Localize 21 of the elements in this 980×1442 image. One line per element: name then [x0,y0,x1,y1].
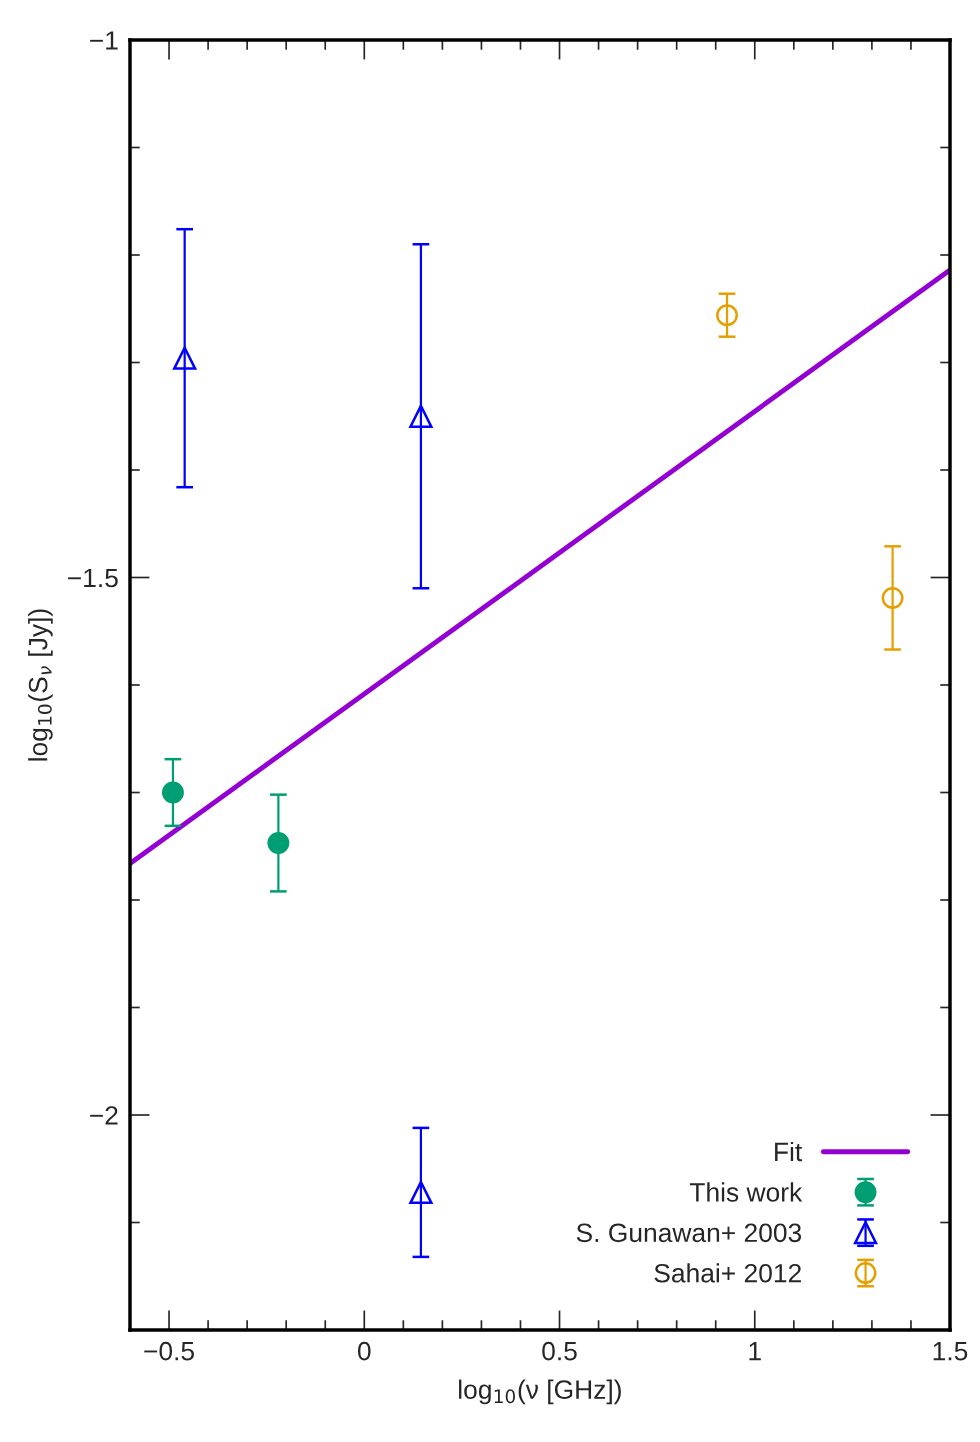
point [173,346,197,370]
point [716,304,739,327]
point [881,586,904,609]
legend-label: This work [689,1182,803,1202]
legend-label: S. Gunawan+ 2003 [576,1223,802,1243]
legend-label: Fit [775,1141,803,1162]
point [409,1180,433,1205]
y-tick-label: −2 [90,1106,118,1125]
x-tick-label: −0.5 [144,1341,194,1361]
point [161,781,184,804]
x-tick-label: 1.5 [933,1342,968,1361]
legend-label: Sahai+ 2012 [654,1263,801,1283]
x-tick-label: 0 [357,1341,371,1361]
x-axis-title: log$_{10}$(ν [GHz]) [459,1379,621,1405]
x-tick-label: 1 [749,1342,761,1361]
y-tick-label: −1 [90,31,118,50]
x-tick-label: 0.5 [542,1341,577,1361]
point [409,404,433,428]
y-tick-label: −1.5 [68,568,118,588]
y-axis-title: log$_{10}$(S$_{ν}$ [Jy]) [28,609,53,761]
point [267,832,290,854]
